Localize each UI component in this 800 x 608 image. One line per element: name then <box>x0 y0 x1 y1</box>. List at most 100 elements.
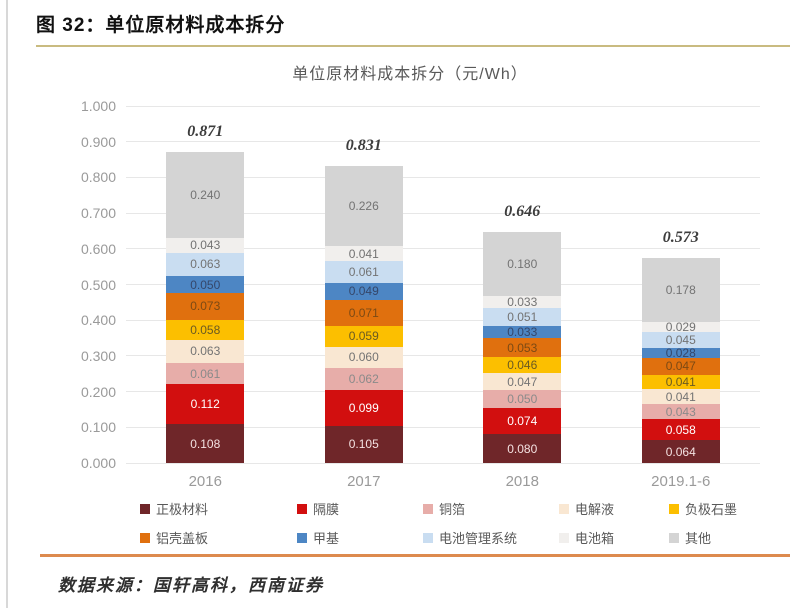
bar-segment-负极石墨: 0.059 <box>324 325 403 347</box>
legend-label: 电池管理系统 <box>439 531 518 546</box>
bar-segment-电池箱: 0.041 <box>324 246 403 261</box>
y-tick-label: 0.400 <box>80 312 116 329</box>
gridline <box>126 248 760 250</box>
bar-segment-铜箔: 0.061 <box>166 362 245 385</box>
bar-segment-电池箱: 0.033 <box>483 295 562 309</box>
legend-label: 隔膜 <box>313 502 340 517</box>
legend-item-负极石墨: 负极石墨 <box>669 499 760 518</box>
legend-item-其他: 其他 <box>669 528 760 547</box>
bar-segment-电解液: 0.060 <box>324 346 403 369</box>
legend-label: 铝壳盖板 <box>156 531 209 546</box>
bar-segment-电池箱: 0.043 <box>166 237 245 254</box>
legend-swatch-icon <box>669 503 679 514</box>
y-tick-label: 0.800 <box>80 169 116 186</box>
bar-segment-正极材料: 0.108 <box>166 424 245 463</box>
bar-segment-隔膜: 0.074 <box>483 408 562 435</box>
y-tick-label: 0.700 <box>80 205 116 222</box>
gridline <box>126 319 760 321</box>
legend-label: 负极石墨 <box>685 502 738 517</box>
legend-label: 电解液 <box>575 502 615 517</box>
legend-label: 铜箔 <box>439 502 466 517</box>
bar-segment-铝壳盖板: 0.073 <box>166 293 245 320</box>
legend-swatch-icon <box>559 532 569 543</box>
chart-legend: 正极材料 隔膜 铜箔 电解液 负极石墨铝壳盖板 甲基 电池管理系统 电池箱 其他 <box>140 499 760 547</box>
legend-swatch-icon <box>423 503 433 514</box>
legend-item-铝壳盖板: 铝壳盖板 <box>140 528 297 547</box>
legend-swatch-icon <box>297 503 307 514</box>
bar-segment-电解液: 0.041 <box>641 389 720 405</box>
bar-segment-隔膜: 0.099 <box>324 390 403 426</box>
legend-label: 甲基 <box>313 531 340 546</box>
y-tick-label: 0.900 <box>80 133 116 150</box>
x-tick-label: 2019.1-6 <box>651 473 711 490</box>
bar-segment-隔膜: 0.058 <box>641 419 720 441</box>
y-tick-label: 0.300 <box>80 347 116 364</box>
bar-segment-其他: 0.178 <box>641 258 720 322</box>
page-edge-line <box>6 0 8 608</box>
gridline <box>126 284 760 285</box>
bar-total-label: 0.871 <box>187 123 224 141</box>
bar-segment-甲基: 0.028 <box>641 346 720 360</box>
chart-title: 单位原材料成本拆分（元/Wh） <box>292 66 528 83</box>
y-tick-label: 1.000 <box>80 98 116 114</box>
bar-segment-电池管理系统: 0.061 <box>324 260 403 283</box>
gridline <box>126 141 760 143</box>
gridline <box>126 176 760 178</box>
gridline <box>126 391 760 393</box>
header-divider <box>36 45 790 47</box>
bar-segment-电池箱: 0.029 <box>641 320 720 334</box>
bar-segment-铝壳盖板: 0.053 <box>483 338 562 357</box>
bar-segment-电池管理系统: 0.045 <box>641 331 720 349</box>
bar-segment-正极材料: 0.064 <box>641 440 720 463</box>
x-tick-label: 2016 <box>188 473 222 490</box>
bar-segment-隔膜: 0.112 <box>166 384 245 425</box>
legend-label: 其他 <box>685 531 712 546</box>
bar-segment-铜箔: 0.062 <box>324 368 403 391</box>
legend-item-电解液: 电解液 <box>559 499 669 518</box>
legend-swatch-icon <box>669 532 679 543</box>
gridline <box>126 426 760 428</box>
bar-total-label: 0.646 <box>504 203 541 221</box>
legend-label: 电池箱 <box>575 531 615 546</box>
plot-area: 1.000 0.900 0.800 0.700 0.600 0.500 0.400 0.300… <box>81 98 760 490</box>
legend-swatch-icon <box>559 503 569 514</box>
bar-segment-电解液: 0.063 <box>166 340 245 363</box>
bar-segment-铝壳盖板: 0.047 <box>641 358 720 375</box>
legend-item-甲基: 甲基 <box>297 528 423 547</box>
bar-segment-电池管理系统: 0.063 <box>166 253 245 276</box>
y-tick-label: 0.200 <box>80 383 116 400</box>
gridline <box>126 462 760 464</box>
data-source: 数据来源：国轩高科，西南证券 <box>58 576 324 595</box>
legend-label: 正极材料 <box>156 502 209 517</box>
bar-segment-甲基: 0.050 <box>166 275 245 294</box>
bar-total-label: 0.831 <box>345 137 382 155</box>
legend-item-电池箱: 电池箱 <box>559 528 669 547</box>
bar-segment-正极材料: 0.080 <box>483 434 562 463</box>
bar-segment-正极材料: 0.105 <box>324 425 403 463</box>
footer-divider <box>40 554 790 557</box>
legend-item-铜箔: 铜箔 <box>423 499 559 518</box>
gridline <box>126 105 760 107</box>
legend-swatch-icon <box>423 532 433 543</box>
figure-title: 图 32：单位原材料成本拆分 <box>36 15 286 36</box>
bar-segment-负极石墨: 0.058 <box>166 319 245 341</box>
legend-item-电池管理系统: 电池管理系统 <box>423 528 559 547</box>
gridline <box>126 212 760 214</box>
bar-segment-铝壳盖板: 0.071 <box>324 300 403 326</box>
bar-total-label: 0.573 <box>662 229 699 247</box>
legend-item-正极材料: 正极材料 <box>140 499 297 518</box>
bar-segment-其他: 0.226 <box>324 165 403 247</box>
bar-segment-甲基: 0.033 <box>483 325 562 339</box>
bar-segment-电池管理系统: 0.051 <box>483 308 562 327</box>
bar-segment-其他: 0.180 <box>483 232 562 297</box>
x-tick-label: 2018 <box>505 473 539 490</box>
y-tick-label: 0.000 <box>80 455 116 471</box>
bar-segment-电解液: 0.047 <box>483 373 562 391</box>
y-tick-label: 0.100 <box>80 419 116 436</box>
y-tick-label: 0.600 <box>80 240 116 257</box>
bar-segment-负极石墨: 0.041 <box>641 374 720 390</box>
legend-item-隔膜: 隔膜 <box>297 499 423 518</box>
y-tick-label: 0.500 <box>80 276 116 293</box>
bar-segment-其他: 0.240 <box>166 152 245 238</box>
